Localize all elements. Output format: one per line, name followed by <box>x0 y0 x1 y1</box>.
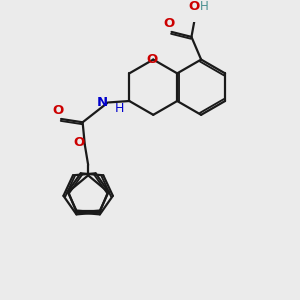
Text: O: O <box>189 0 200 13</box>
Text: O: O <box>146 53 158 66</box>
Text: O: O <box>73 136 84 149</box>
Text: O: O <box>164 17 175 30</box>
Text: N: N <box>97 96 108 109</box>
Text: H: H <box>115 102 124 115</box>
Text: H: H <box>200 0 209 13</box>
Text: O: O <box>53 104 64 117</box>
